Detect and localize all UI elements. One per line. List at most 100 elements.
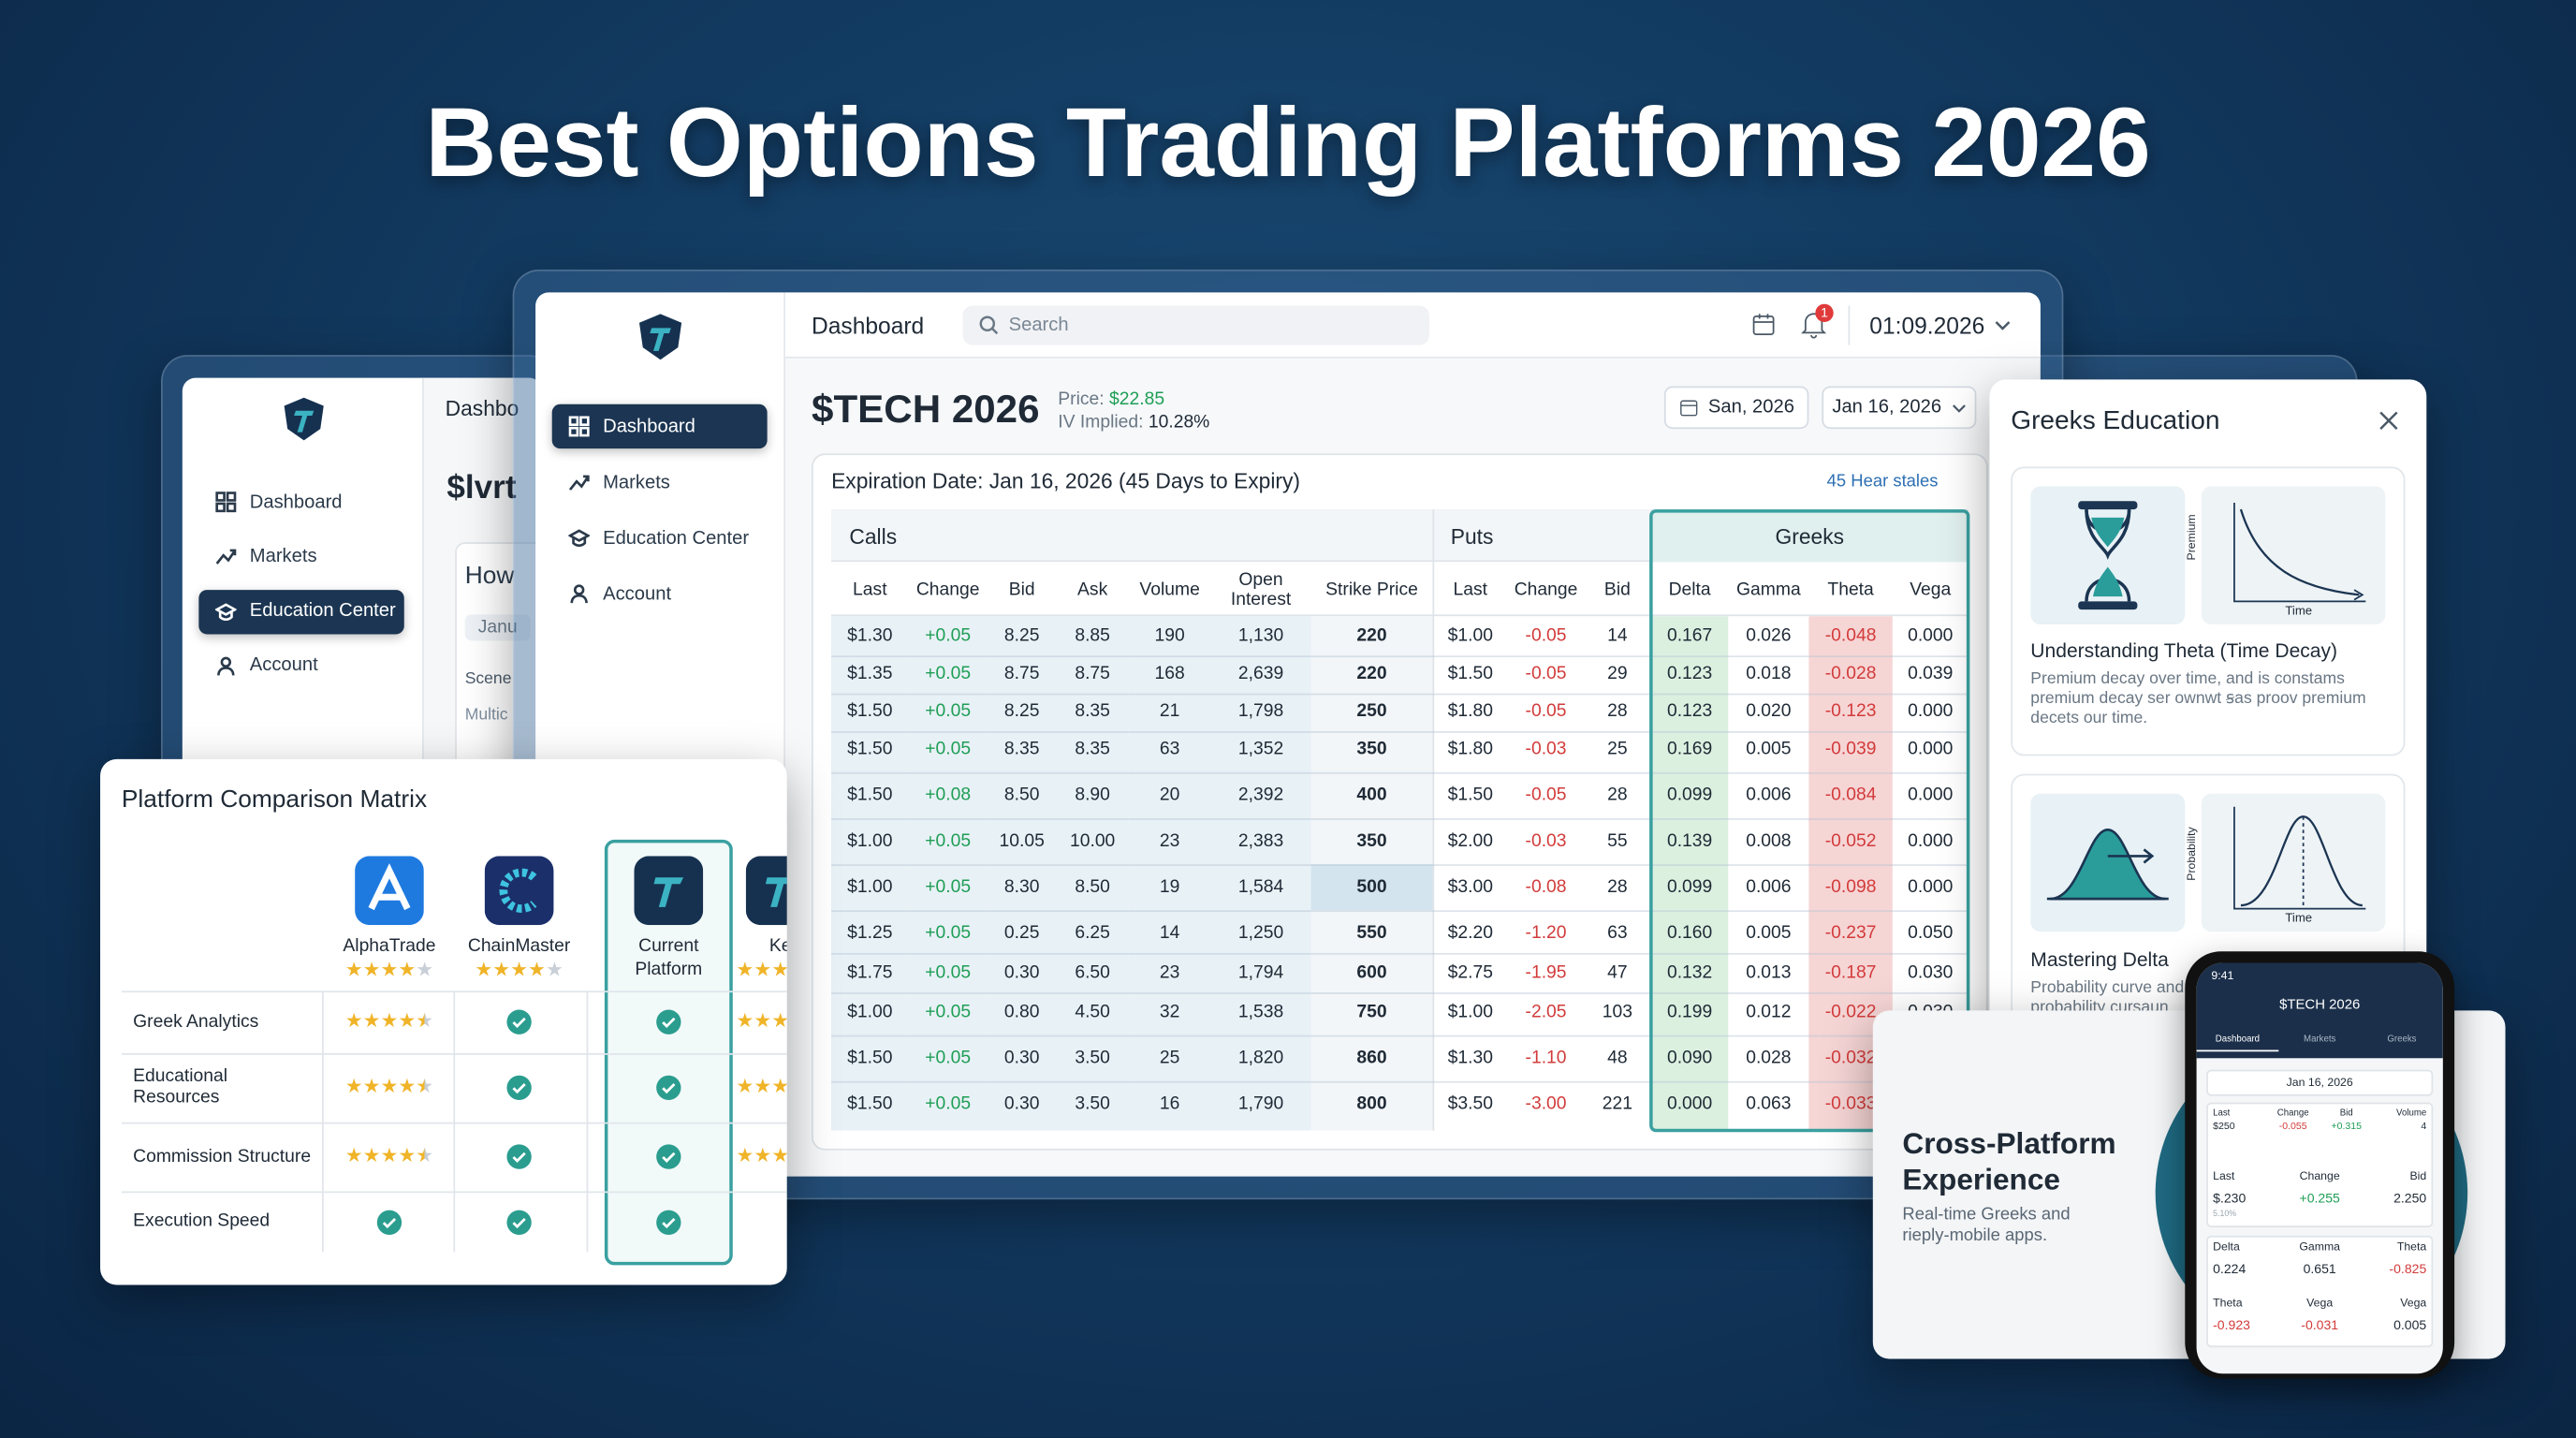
path — [1753, 314, 1774, 323]
star: ★ — [754, 1143, 772, 1167]
table-cell: 0.132 — [1666, 962, 1713, 983]
row-divider — [831, 952, 1969, 955]
phone-value: +0.255 — [2299, 1191, 2340, 1207]
axis-label: Probability — [2187, 827, 2199, 881]
path — [568, 529, 591, 548]
table-cell: $3.00 — [1447, 877, 1493, 898]
column-header: Strike Price — [1325, 579, 1418, 599]
rating: ★★★★★ — [333, 1009, 445, 1033]
table-cell: 0.028 — [1746, 1048, 1792, 1068]
phone-value: 4 — [2421, 1122, 2427, 1133]
star: ★ — [736, 1008, 754, 1033]
star: ★ — [736, 958, 754, 981]
table-cell: 21 — [1159, 701, 1180, 722]
table-cell: +0.05 — [925, 923, 972, 944]
star: ★ — [362, 1074, 381, 1098]
price: $22.85 — [1109, 389, 1165, 410]
path — [1952, 404, 1966, 412]
nav-item[interactable]: Dashboard — [551, 404, 768, 449]
path — [499, 868, 537, 913]
nav-item[interactable]: Dashboard — [198, 479, 403, 523]
path — [662, 1217, 676, 1228]
table-cell: 1,352 — [1237, 739, 1284, 759]
table-cell: -0.08 — [1525, 877, 1567, 898]
table-cell: +0.08 — [925, 785, 972, 805]
check-icon — [656, 1209, 681, 1235]
column-header-bg — [831, 562, 1969, 617]
path — [512, 1152, 526, 1163]
column-header: Open Interest — [1230, 569, 1292, 609]
close-button[interactable] — [2378, 411, 2398, 431]
nav-item[interactable]: Markets — [552, 460, 768, 504]
search-box[interactable]: Search — [962, 305, 1429, 345]
phone-label: Last — [2213, 1108, 2231, 1120]
greeks-panel: Greeks Education Premium Time Understand… — [1989, 379, 2427, 1054]
calendar-icon[interactable] — [1751, 312, 1776, 336]
column-header: Change — [1514, 579, 1578, 599]
platform-name: Ke — [768, 936, 787, 957]
star: ★ — [380, 1008, 399, 1033]
date-button[interactable]: San, 2026 — [1663, 386, 1809, 430]
table-cell: +0.05 — [925, 831, 972, 852]
table-cell: -0.052 — [1824, 831, 1877, 852]
table-cell: 0.008 — [1746, 831, 1792, 852]
table-cell: 0.039 — [1908, 664, 1954, 684]
table-cell: 220 — [1356, 664, 1387, 684]
phone-date-bar: Jan 16, 2026 — [2206, 1069, 2434, 1096]
check-icon — [656, 1144, 681, 1169]
nav-item[interactable]: Markets — [198, 535, 403, 579]
table-cell: $1.30 — [1447, 1048, 1493, 1068]
column-header: Theta — [1827, 579, 1874, 599]
table-cell: $1.75 — [847, 962, 893, 983]
rect — [2078, 501, 2138, 510]
table-cell: 8.35 — [1003, 739, 1040, 759]
group-header: Greeks — [1650, 509, 1969, 563]
column-bg — [831, 616, 909, 1131]
table-cell: 220 — [1356, 625, 1387, 646]
table-cell: 55 — [1607, 831, 1628, 852]
phone-label: Change — [2276, 1108, 2309, 1120]
table-cell: -0.022 — [1824, 1002, 1877, 1022]
phone-label: Change — [2299, 1171, 2340, 1183]
star: ★ — [362, 958, 381, 981]
group-divider — [1432, 509, 1435, 1131]
star: ★ — [416, 1008, 434, 1033]
table-cell: 0.139 — [1666, 831, 1713, 852]
phone-tab[interactable]: Markets — [2304, 1034, 2336, 1046]
circle — [656, 1144, 681, 1169]
nav-item[interactable]: Account — [552, 572, 768, 616]
phone-screen: 9:41 $TECH 2026 Dashboard Markets Greeks Ja… — [2196, 962, 2443, 1374]
row-divider — [831, 1080, 1969, 1083]
table-cell: $2.20 — [1447, 923, 1493, 944]
nav-label: Markets — [603, 472, 670, 492]
table-cell: 25 — [1607, 739, 1628, 759]
path — [2240, 815, 2363, 907]
nav-label: Dashboard — [603, 416, 695, 436]
table-cell: -0.032 — [1824, 1048, 1877, 1068]
nav-icon — [214, 602, 237, 621]
col-divider — [586, 990, 589, 1253]
column-header: Change — [915, 579, 980, 599]
rating: ★★★★★ — [724, 1008, 786, 1033]
table-cell: 190 — [1154, 625, 1185, 646]
link[interactable]: 45 Hear stales — [1826, 471, 1939, 492]
star: ★ — [771, 1009, 786, 1033]
table-cell: $1.80 — [1447, 701, 1493, 722]
table-cell: 8.30 — [1003, 877, 1040, 898]
path — [512, 1017, 526, 1029]
table-cell: $1.50 — [847, 739, 893, 759]
nav-item[interactable]: Education Center — [198, 589, 404, 634]
col-divider — [453, 990, 456, 1253]
phone-tab[interactable]: Greeks — [2387, 1034, 2417, 1046]
nav-item[interactable]: Education Center — [552, 516, 768, 560]
table-cell: 0.30 — [1003, 1048, 1040, 1068]
phone-tab[interactable]: Dashboard — [2196, 1035, 2279, 1052]
path — [653, 877, 684, 907]
date-button[interactable]: Jan 16, 2026 — [1822, 386, 1977, 430]
circle — [506, 1009, 532, 1034]
table-cell: -0.028 — [1824, 664, 1877, 684]
table-cell: $1.50 — [1447, 664, 1493, 684]
rect — [1752, 315, 1775, 336]
nav-item[interactable]: Account — [198, 644, 403, 688]
check-icon — [376, 1209, 402, 1235]
